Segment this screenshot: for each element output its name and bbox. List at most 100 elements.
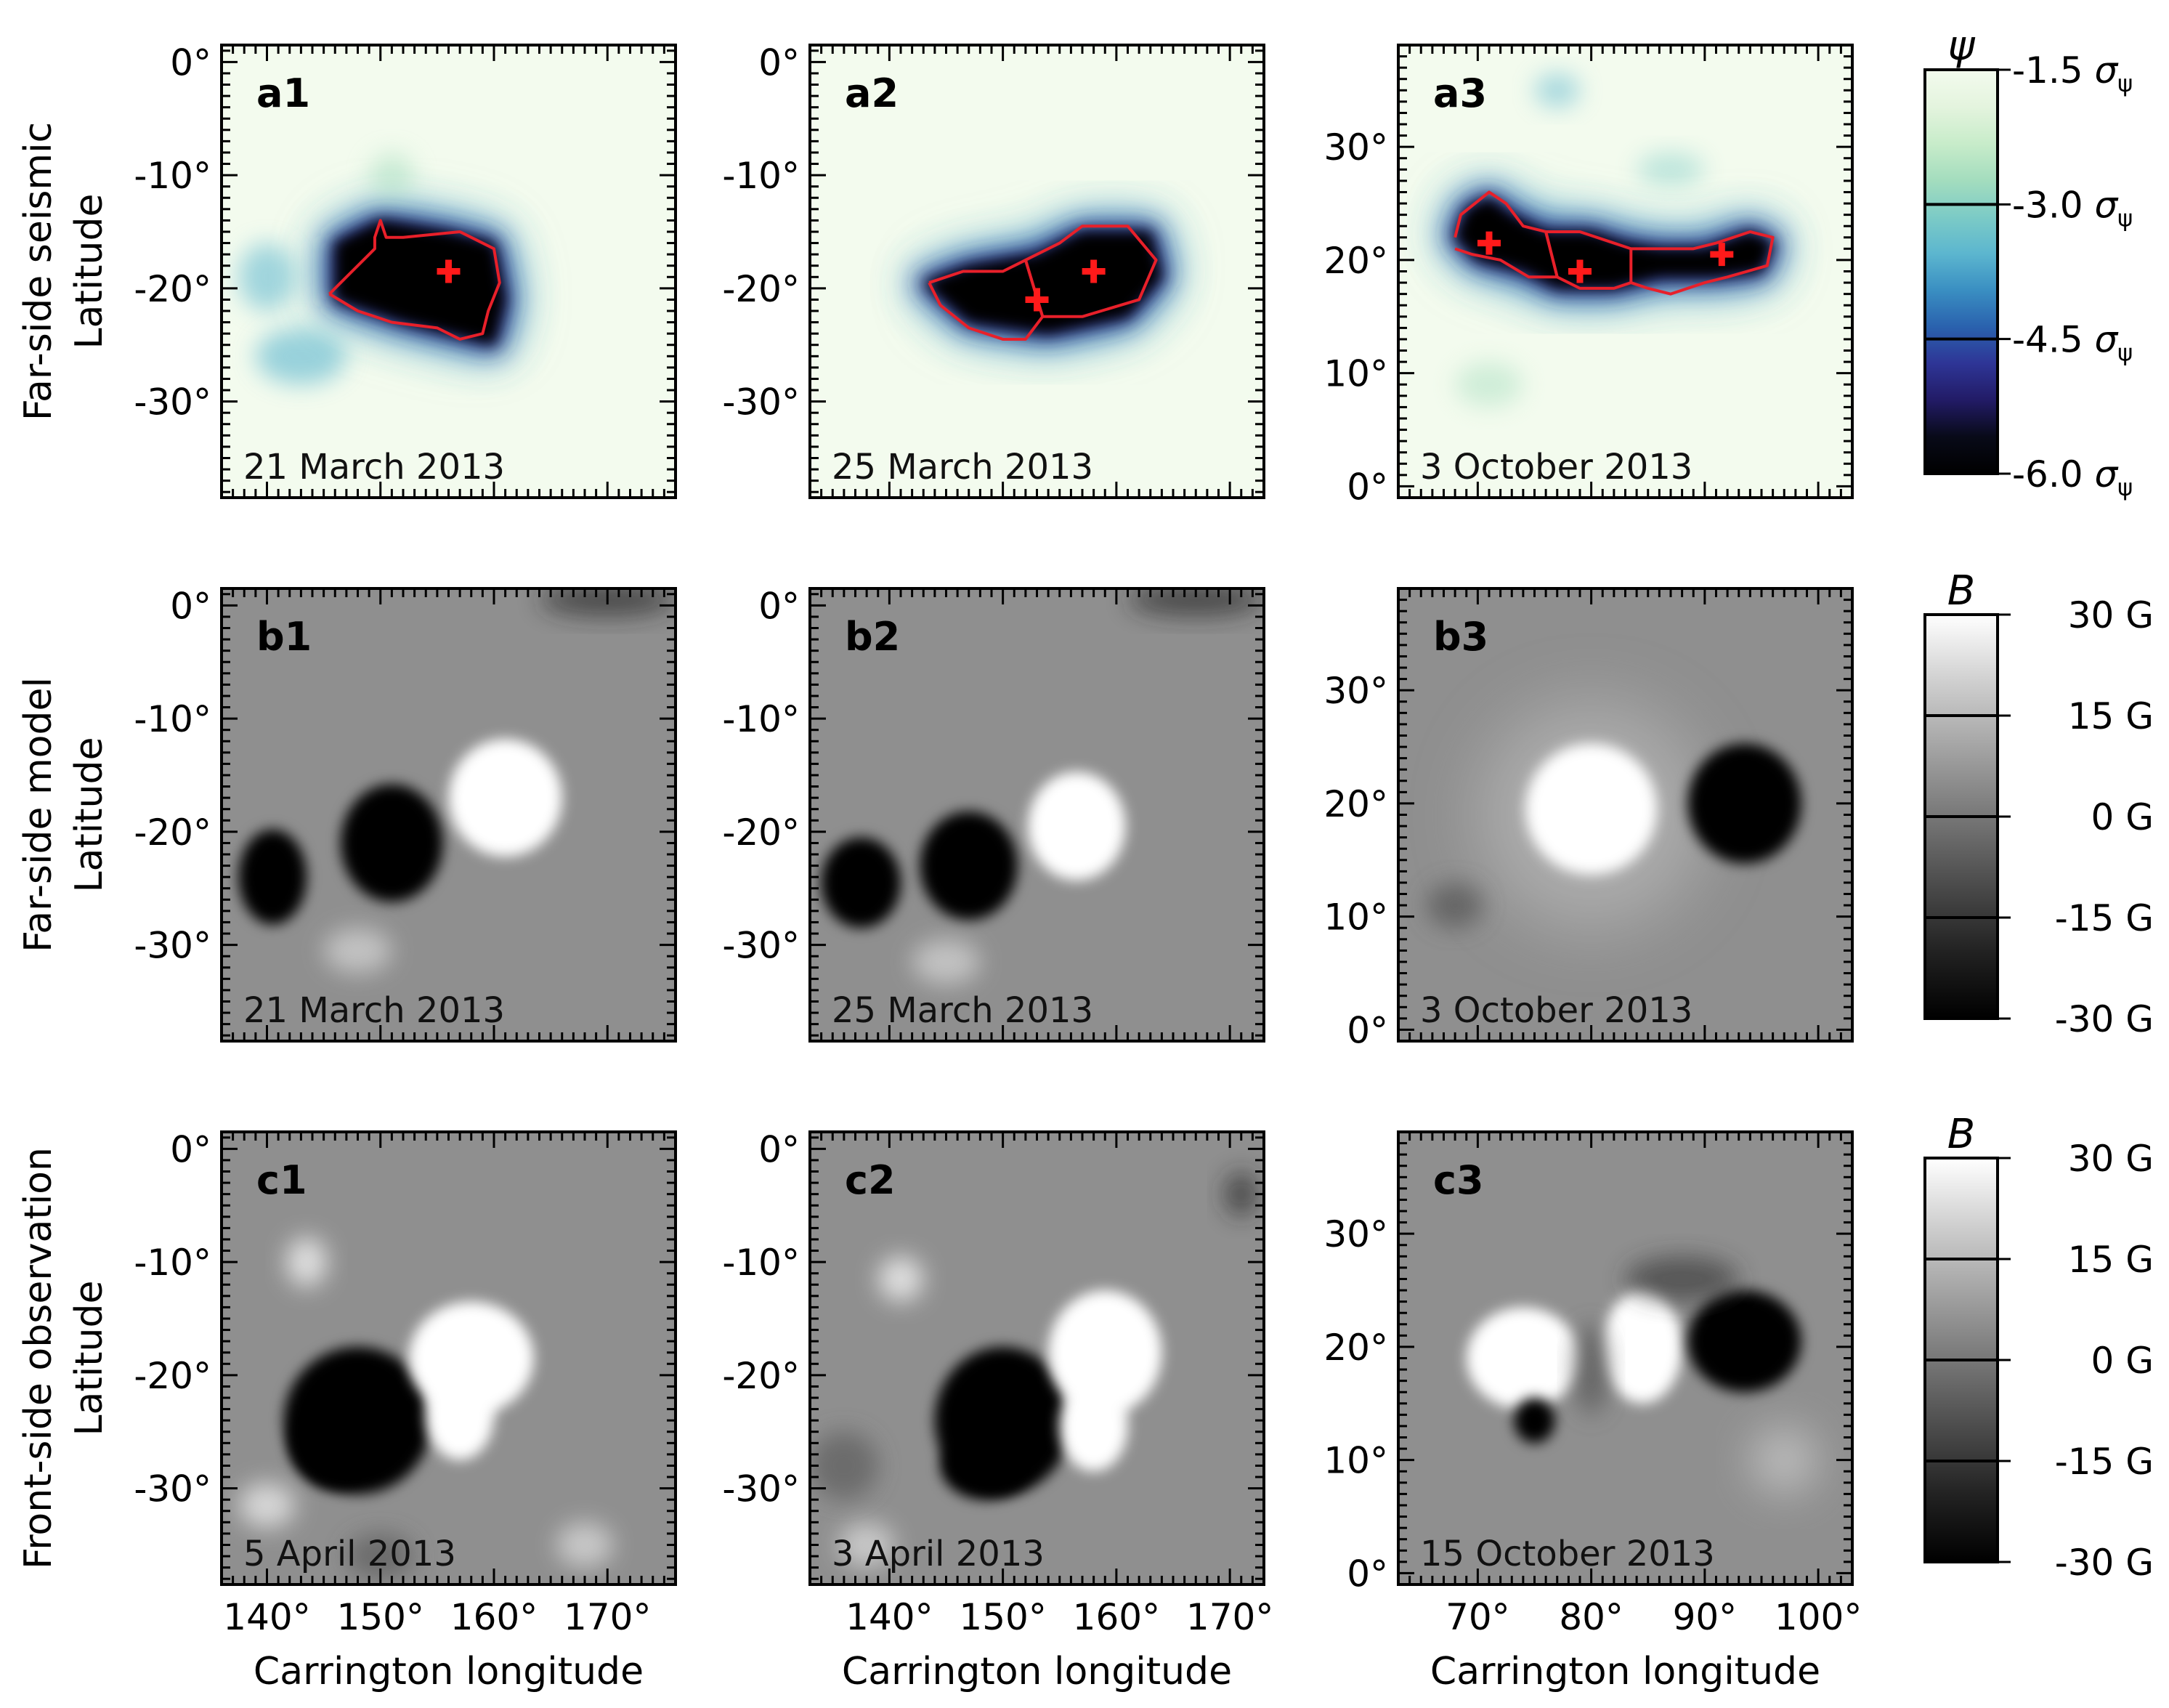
panel-date: 25 March 2013 bbox=[832, 447, 1093, 487]
y-tick-label: 0° bbox=[758, 1128, 800, 1170]
y-tick-label: -10° bbox=[722, 155, 800, 197]
feature bbox=[1224, 1171, 1259, 1217]
panel-c1-image bbox=[222, 1132, 676, 1584]
feature bbox=[810, 1431, 878, 1500]
panel-a3-image bbox=[1398, 45, 1852, 498]
panel-tag: a3 bbox=[1433, 70, 1487, 116]
panel-tag: a2 bbox=[845, 70, 899, 116]
colorbar-tick-label: -30 G bbox=[2055, 998, 2154, 1040]
x-axis-label: Carrington longitude bbox=[842, 1650, 1232, 1693]
panel-c3-image bbox=[1398, 1132, 1852, 1584]
feature bbox=[1466, 1307, 1580, 1409]
background bbox=[222, 588, 676, 1041]
feature bbox=[1514, 1398, 1555, 1444]
y-tick-label: -30° bbox=[722, 925, 800, 967]
y-tick-label: -30° bbox=[134, 1468, 211, 1510]
feature bbox=[1455, 362, 1523, 408]
x-tick-label: 70° bbox=[1446, 1596, 1510, 1638]
panel-b2-image bbox=[810, 588, 1264, 1041]
feature bbox=[238, 1482, 296, 1529]
contour-line bbox=[928, 258, 1045, 341]
x-axis-label: Carrington longitude bbox=[254, 1650, 644, 1693]
feature bbox=[912, 939, 981, 985]
panel-tag: a1 bbox=[256, 70, 310, 116]
feature bbox=[1534, 73, 1580, 108]
colorbar-tick-label: 30 G bbox=[2068, 594, 2154, 636]
y-tick-label: 0° bbox=[1347, 466, 1388, 508]
colorbar-2-symbol: B bbox=[1947, 567, 1975, 615]
x-tick-label: 160° bbox=[450, 1596, 538, 1638]
colorbar-3-symbol: B bbox=[1947, 1111, 1975, 1158]
x-tick-label: 160° bbox=[1073, 1596, 1160, 1638]
y-tick-label: -20° bbox=[134, 1355, 211, 1397]
feature bbox=[238, 243, 296, 312]
feature bbox=[426, 1369, 494, 1460]
centroid-marker bbox=[1477, 231, 1501, 255]
y-tick-label: 0° bbox=[758, 585, 800, 627]
y-tick-label: 0° bbox=[170, 41, 211, 84]
colorbar-1-symbol: ψ bbox=[1948, 23, 1976, 70]
x-tick-label: 80° bbox=[1559, 1596, 1623, 1638]
y-axis-label: Latitude bbox=[68, 737, 111, 892]
feature bbox=[448, 739, 562, 857]
colorbars: -1.5 σψ -3.0 σψ -4.5 σψ -6.0 σψ ψ 30 G 15 G 0 G… bbox=[1923, 23, 2154, 1584]
y-tick-label: 10° bbox=[1323, 897, 1388, 939]
y-tick-label: -30° bbox=[722, 381, 800, 424]
centroid-marker bbox=[437, 259, 461, 283]
colorbar-tick-label: 15 G bbox=[2068, 695, 2154, 737]
panel-date: 21 March 2013 bbox=[243, 447, 505, 487]
panel-date: 15 October 2013 bbox=[1420, 1534, 1715, 1574]
feature bbox=[821, 837, 901, 928]
panel-tag: b3 bbox=[1433, 614, 1488, 660]
colorbar-3-frame bbox=[1923, 1157, 1999, 1563]
feature bbox=[1625, 1256, 1739, 1302]
y-tick-label: -10° bbox=[134, 1242, 211, 1284]
feature bbox=[323, 928, 392, 974]
centroid-marker bbox=[1082, 259, 1106, 283]
feature bbox=[369, 152, 415, 198]
y-tick-label: -20° bbox=[134, 268, 211, 310]
panel-date: 25 March 2013 bbox=[832, 990, 1093, 1031]
feature bbox=[1427, 882, 1484, 928]
feature bbox=[238, 829, 307, 925]
y-tick-label: -10° bbox=[722, 1242, 800, 1284]
panel-a2-image bbox=[810, 45, 1264, 498]
x-tick-label: 140° bbox=[846, 1596, 933, 1638]
y-tick-label: -20° bbox=[722, 268, 800, 310]
y-tick-label: 20° bbox=[1323, 783, 1388, 825]
y-tick-label: 30° bbox=[1323, 1213, 1388, 1255]
feature bbox=[940, 1431, 1031, 1500]
feature bbox=[346, 1533, 415, 1579]
feature bbox=[1687, 1290, 1801, 1393]
centroid-marker bbox=[1568, 259, 1592, 283]
y-tick-label: -10° bbox=[722, 698, 800, 740]
x-tick-label: 100° bbox=[1775, 1596, 1862, 1638]
y-tick-label: 0° bbox=[1347, 1009, 1388, 1051]
y-tick-label: -10° bbox=[134, 155, 211, 197]
feature bbox=[877, 1256, 924, 1302]
panel-date: 3 April 2013 bbox=[832, 1534, 1045, 1574]
x-tick-label: 170° bbox=[564, 1596, 651, 1638]
x-tick-label: 150° bbox=[337, 1596, 424, 1638]
row-label: Far-side seismic bbox=[17, 122, 60, 421]
contour-line bbox=[1023, 224, 1158, 318]
panel-images bbox=[222, 45, 1852, 1584]
feature bbox=[286, 1237, 328, 1287]
feature bbox=[920, 811, 1018, 920]
colorbar-tick-label: 30 G bbox=[2068, 1138, 2154, 1180]
feature bbox=[1028, 772, 1126, 881]
x-tick-label: 150° bbox=[959, 1596, 1046, 1638]
colorbar-tick-label: -6.0 σψ bbox=[2012, 453, 2133, 501]
y-tick-label: -30° bbox=[134, 381, 211, 424]
feature bbox=[1574, 1324, 1609, 1415]
panel-tag: c2 bbox=[845, 1157, 896, 1203]
y-tick-label: 0° bbox=[758, 41, 800, 84]
y-tick-label: -10° bbox=[134, 698, 211, 740]
feature bbox=[1602, 1290, 1682, 1404]
x-tick-label: 140° bbox=[223, 1596, 310, 1638]
y-tick-label: 20° bbox=[1323, 240, 1388, 282]
panel-axes: 0° -10° -20° -30° a1 21 March 2013 0° -10° -20° -… bbox=[134, 41, 1862, 1638]
feature bbox=[1637, 152, 1705, 187]
colorbar-tick-label: -30 G bbox=[2055, 1542, 2154, 1584]
colorbar-2-frame bbox=[1923, 613, 1999, 1020]
